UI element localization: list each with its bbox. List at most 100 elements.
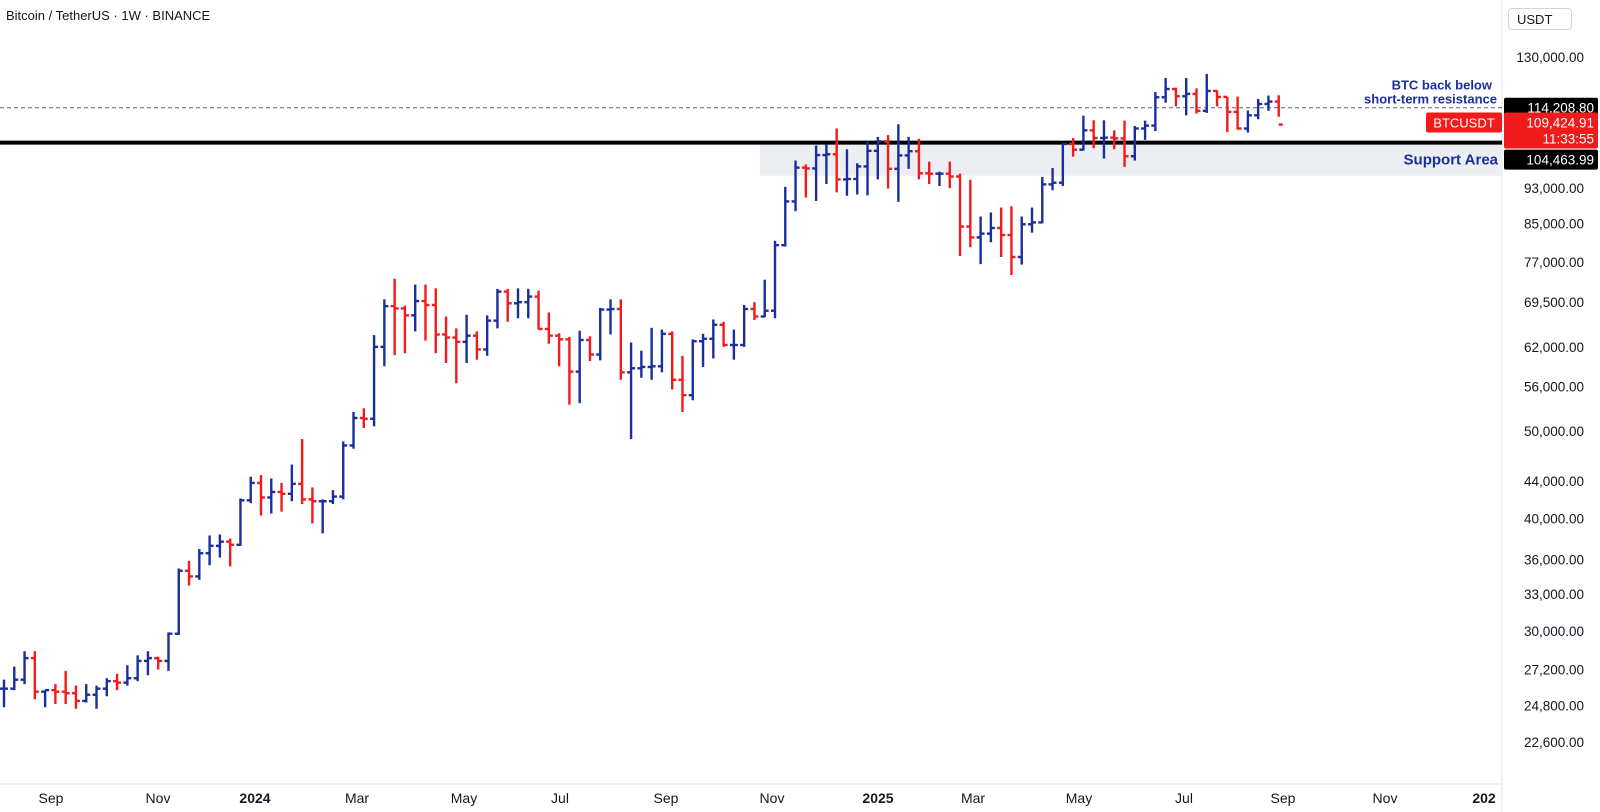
ohlc-bar <box>1274 95 1283 126</box>
ohlc-bar <box>226 538 235 567</box>
y-tick-label: 62,000.00 <box>1524 340 1584 355</box>
ohlc-bar <box>801 164 810 198</box>
y-tick-label: 85,000.00 <box>1524 216 1584 231</box>
annotation-line-1: BTC back below <box>1392 78 1493 93</box>
ohlc-bar <box>10 666 19 691</box>
ohlc-bar <box>1151 91 1160 132</box>
ohlc-bar <box>1110 130 1119 150</box>
y-tick-label: 69,500.00 <box>1524 295 1584 310</box>
x-tick-label: Mar <box>961 790 985 806</box>
ohlc-bar <box>503 288 512 322</box>
ohlc-bar <box>925 161 934 184</box>
resistance-price-badge <box>1504 97 1598 118</box>
ohlc-bar <box>822 144 831 184</box>
ohlc-bar <box>1233 96 1242 130</box>
ohlc-bar <box>791 160 800 212</box>
ohlc-bar <box>668 331 677 390</box>
ohlc-bar <box>781 186 790 247</box>
ohlc-bar <box>853 163 862 195</box>
ohlc-bar <box>534 290 543 331</box>
y-tick-label: 24,800.00 <box>1524 699 1584 714</box>
ohlc-bar <box>51 684 60 705</box>
ohlc-bar <box>719 321 728 347</box>
ohlc-bar <box>1048 168 1057 191</box>
ohlc-bar <box>349 412 358 449</box>
ohlc-bar <box>1099 120 1108 159</box>
ohlc-bar <box>914 138 923 180</box>
ohlc-bar <box>832 128 841 193</box>
ohlc-bar <box>339 441 348 500</box>
ohlc-bar <box>1028 207 1036 233</box>
y-tick-label: 56,000.00 <box>1524 380 1584 395</box>
ohlc-bar <box>976 216 985 265</box>
x-tick-label: Nov <box>1373 790 1398 806</box>
ohlc-bar <box>750 302 759 321</box>
ohlc-bar <box>688 339 697 401</box>
ohlc-bar <box>20 651 29 685</box>
symbol-tag <box>1426 112 1502 133</box>
ohlc-bar <box>380 299 389 367</box>
ohlc-bar <box>195 548 204 580</box>
resistance-price-label: 114,208.80 <box>1527 101 1594 116</box>
currency-selector[interactable]: USDT <box>1508 8 1572 30</box>
y-tick-label: 77,000.00 <box>1524 255 1584 270</box>
ohlc-bar <box>565 336 574 405</box>
bar-countdown-label: 11:33:55 <box>1542 131 1594 146</box>
ohlc-bar <box>1264 95 1273 111</box>
ohlc-bar <box>462 314 471 363</box>
ohlc-bar <box>1171 87 1180 107</box>
ohlc-bar <box>431 288 440 354</box>
ohlc-bar <box>30 651 39 700</box>
ohlc-bar <box>585 336 594 362</box>
ohlc-bar <box>575 330 584 404</box>
ohlc-bar <box>1007 206 1016 275</box>
x-tick-label: Nov <box>146 790 171 806</box>
x-tick-label: May <box>1066 790 1092 806</box>
x-tick-label: 2024 <box>239 790 270 806</box>
y-tick-label: 130,000.00 <box>1516 50 1584 65</box>
ohlc-bar <box>935 171 944 187</box>
ohlc-bar <box>61 670 70 705</box>
ohlc-bar <box>185 560 194 586</box>
ohlc-bar <box>596 307 605 361</box>
ohlc-bar <box>627 342 636 440</box>
ohlc-bar <box>1058 142 1067 187</box>
ohlc-bar <box>267 478 276 514</box>
y-tick-label: 44,000.00 <box>1524 474 1584 489</box>
x-tick-label: Sep <box>654 790 679 806</box>
support-price-badge <box>1504 149 1598 170</box>
ohlc-bar <box>1243 110 1252 133</box>
ohlc-bar <box>956 173 965 256</box>
ohlc-bar <box>1038 176 1047 224</box>
ohlc-bar <box>143 651 152 676</box>
ohlc-bar <box>400 305 409 354</box>
ohlc-bar <box>647 327 656 380</box>
ohlc-bar <box>493 288 502 329</box>
ohlc-bar <box>92 685 101 709</box>
ohlc-bar <box>472 331 481 360</box>
ohlc-bar <box>678 355 687 413</box>
annotation-line-2: short-term resistance <box>1364 92 1497 107</box>
ohlc-bar <box>359 408 368 428</box>
ohlc-bar <box>884 135 893 189</box>
ohlc-bar <box>904 136 913 169</box>
ohlc-bar <box>236 498 245 546</box>
ohlc-bar <box>308 487 317 524</box>
ohlc-bar <box>390 278 399 356</box>
ohlc-bar <box>524 288 533 319</box>
ohlc-bar <box>699 333 708 367</box>
ohlc-bar <box>1141 120 1150 140</box>
ohlc-bar <box>771 240 779 319</box>
ohlc-bar <box>1223 95 1232 133</box>
ohlc-bar <box>1089 120 1098 149</box>
ohlc-bar <box>442 316 451 363</box>
ohlc-bar <box>71 685 80 709</box>
ohlc-bar <box>483 315 492 356</box>
ohlc-bar <box>812 145 821 201</box>
ohlc-bar <box>637 350 646 378</box>
ohlc-bar <box>113 673 122 691</box>
ohlc-bar <box>370 335 379 427</box>
y-tick-label: 22,600.00 <box>1524 735 1584 750</box>
current-price-label: 109,424.91 <box>1526 115 1594 130</box>
